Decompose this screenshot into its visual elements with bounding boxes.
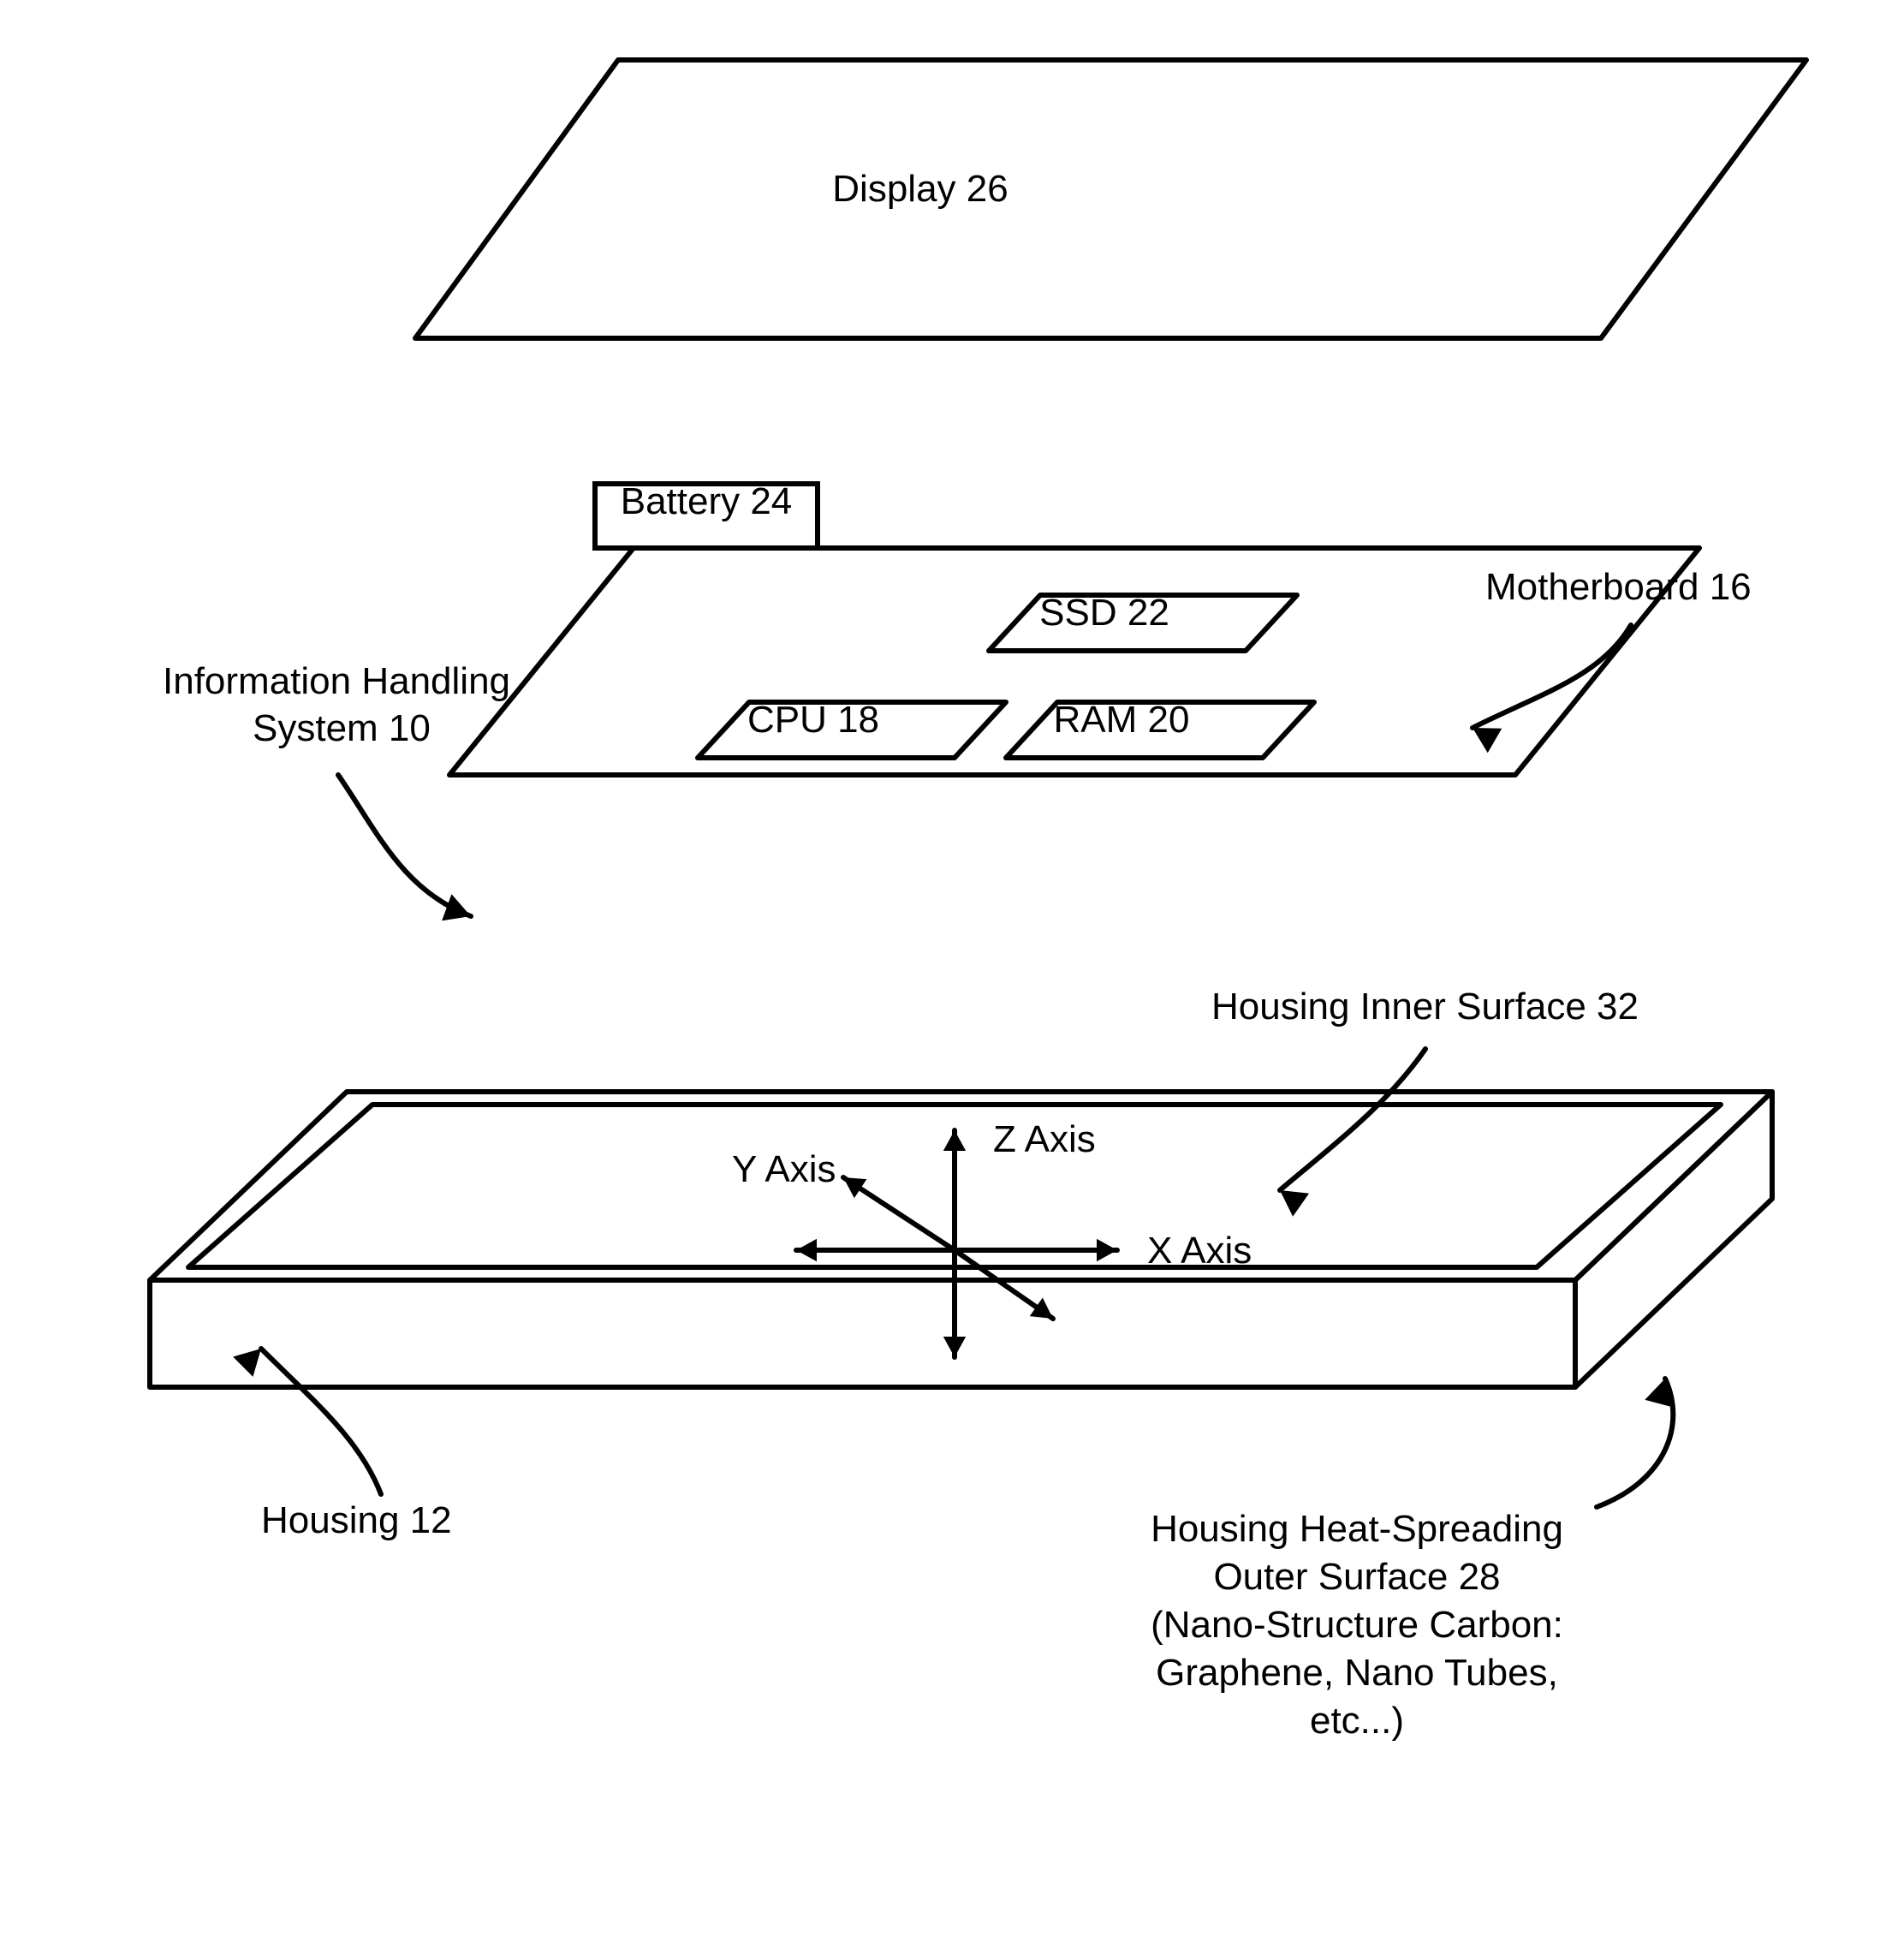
ram-label: RAM 20	[1054, 699, 1190, 741]
y-axis-label: Y Axis	[732, 1148, 836, 1190]
motherboard-label: Motherboard 16	[1485, 566, 1752, 608]
display-label: Display 26	[832, 168, 1008, 210]
ihs-label-2: System 10	[253, 707, 431, 749]
housing-front	[150, 1280, 1575, 1387]
housing-side	[1575, 1092, 1772, 1387]
outer-surface-label-5: etc...)	[1310, 1700, 1404, 1742]
outer-surface-label-2: Outer Surface 28	[1213, 1556, 1500, 1598]
inner-surface-label: Housing Inner Surface 32	[1211, 986, 1639, 1028]
display-panel	[415, 60, 1806, 338]
outer-surface-label-1: Housing Heat-Spreading	[1151, 1508, 1563, 1550]
housing-label: Housing 12	[261, 1499, 452, 1541]
ssd-label: SSD 22	[1039, 592, 1169, 634]
battery-label: Battery 24	[621, 480, 793, 522]
z-axis-label: Z Axis	[993, 1118, 1096, 1160]
ihs-label-1: Information Handling	[163, 660, 510, 702]
outer-surface-label-4: Graphene, Nano Tubes,	[1156, 1652, 1558, 1694]
cpu-label: CPU 18	[747, 699, 879, 741]
outer-surface-label-3: (Nano-Structure Carbon:	[1151, 1604, 1563, 1646]
x-axis-label: X Axis	[1147, 1230, 1252, 1272]
